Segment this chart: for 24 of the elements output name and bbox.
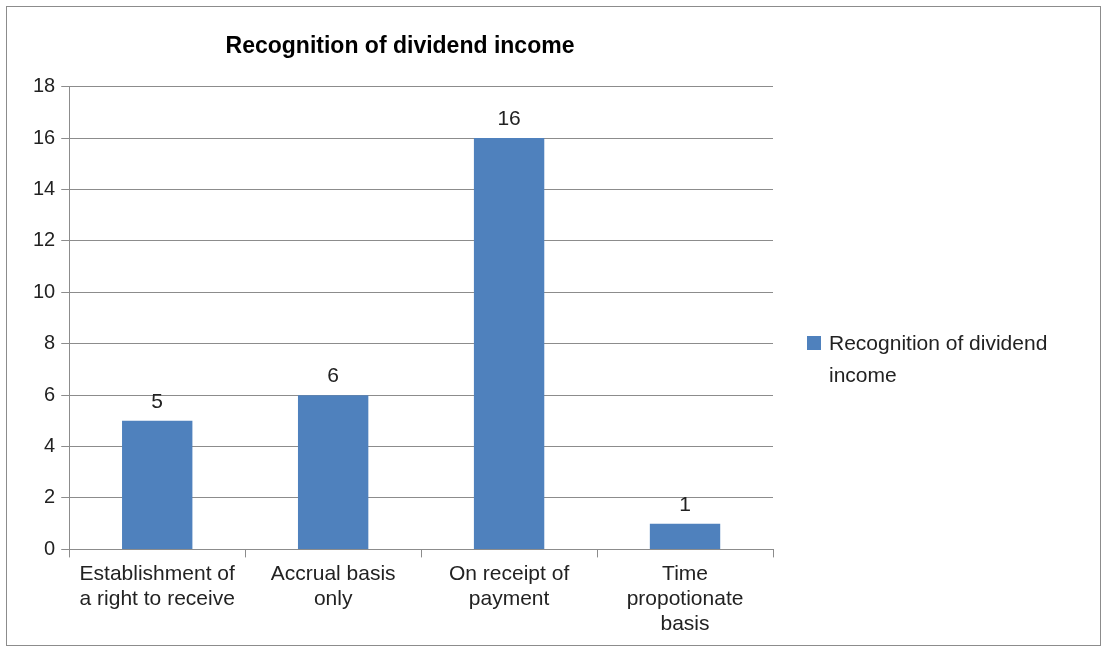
y-tick-label: 16	[33, 125, 56, 148]
data-label: 1	[679, 491, 691, 515]
y-tick-label: 6	[44, 382, 56, 405]
bar	[473, 138, 545, 549]
x-tick-label: Accrual basis only	[270, 560, 396, 609]
y-tick-label: 12	[33, 228, 56, 251]
y-tick-label: 10	[33, 279, 56, 302]
bar	[649, 523, 721, 549]
data-label: 16	[497, 106, 521, 130]
legend-label: Recognition of dividend income	[829, 330, 1049, 388]
x-tick-label: Time propotionate basis	[626, 560, 744, 635]
x-tick-label: Establishment of a right to receive	[79, 560, 235, 609]
x-tick-label: On receipt of payment	[448, 560, 570, 609]
bar	[297, 395, 369, 549]
y-tick-label: 8	[44, 331, 56, 354]
y-tick-label: 4	[44, 434, 56, 457]
data-label: 6	[327, 363, 339, 387]
chart-title: Recognition of dividend income	[225, 32, 575, 59]
y-tick-label: 14	[33, 176, 56, 199]
y-tick-label: 0	[44, 536, 56, 559]
y-tick-label: 2	[44, 485, 56, 508]
bar	[122, 420, 193, 549]
y-tick-label: 18	[33, 74, 56, 97]
data-label: 5	[151, 389, 164, 413]
